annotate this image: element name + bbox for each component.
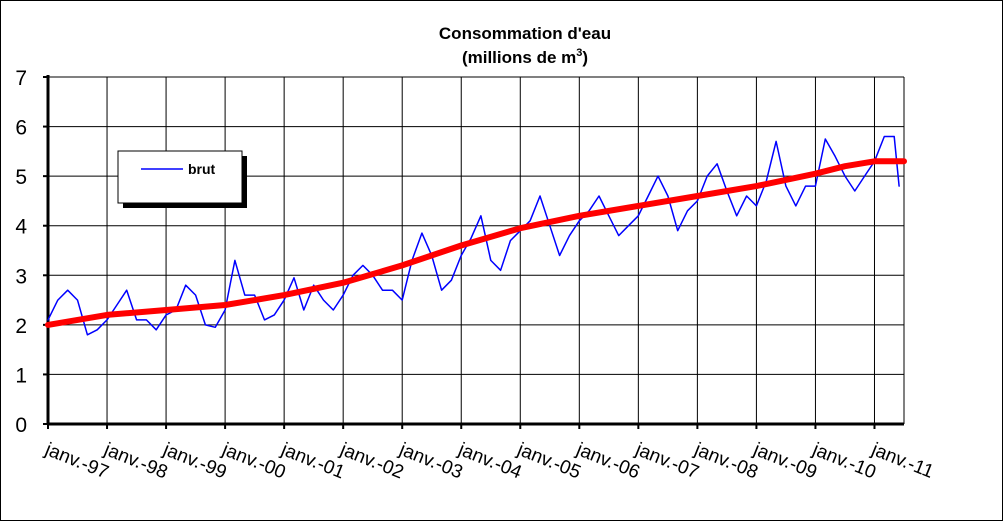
legend: brut: [117, 150, 247, 208]
xtick-label-2006-01: janv.-06: [573, 439, 643, 484]
xtick-label-1997-01: janv.-97: [41, 439, 111, 484]
xtick-label-2008-01: janv.-08: [691, 439, 761, 484]
ytick-label-5: 5: [15, 166, 27, 189]
xtick-label-2007-01: janv.-07: [632, 439, 702, 484]
legend-box: [117, 150, 243, 204]
xtick-label-2004-01: janv.-04: [454, 439, 525, 484]
ytick-label-2: 2: [15, 315, 27, 338]
xtick-label-2009-01: janv.-09: [750, 439, 820, 484]
y-tick-labels: 0 1 2 3 4 5 6 7: [15, 67, 27, 437]
axes: [43, 75, 904, 429]
xtick-label-2000-01: janv.-00: [218, 439, 288, 484]
series-trend-line: [45, 158, 907, 328]
xtick-label-1999-01: janv.-99: [159, 439, 229, 484]
legend-label-brut: brut: [188, 161, 216, 177]
gridlines: [47, 76, 905, 424]
xtick-label-2010-01: janv.-10: [809, 439, 879, 484]
series-brut-line: [47, 135, 900, 336]
xtick-label-2005-01: janv.-05: [513, 439, 583, 484]
ytick-label-3: 3: [15, 265, 27, 288]
chart-subtitle-sup: 3: [576, 47, 582, 59]
ytick-label-6: 6: [15, 117, 27, 140]
x-tick-labels: janv.-97janv.-98janv.-99janv.-00janv.-01…: [41, 439, 936, 484]
ytick-label-7: 7: [15, 67, 27, 90]
chart-subtitle-prefix: (millions de m: [462, 48, 576, 67]
chart-subtitle-suffix: ): [582, 48, 588, 67]
xtick-label-2001-01: janv.-01: [277, 439, 347, 484]
chart-subtitle: (millions de m3): [462, 47, 588, 67]
xtick-label-1998-01: janv.-98: [100, 439, 170, 484]
xtick-label-2003-01: janv.-03: [395, 439, 465, 484]
ytick-label-0: 0: [15, 414, 27, 437]
chart-title: Consommation d'eau: [439, 24, 611, 43]
ytick-label-4: 4: [15, 216, 27, 239]
series-lines: [45, 135, 907, 336]
xtick-label-2002-01: janv.-02: [336, 439, 406, 484]
ytick-label-1: 1: [15, 364, 27, 387]
xtick-label-2011-01: janv.-11: [868, 439, 937, 483]
